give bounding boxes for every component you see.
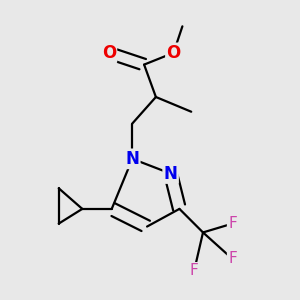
Text: O: O bbox=[102, 44, 116, 62]
Text: F: F bbox=[228, 251, 237, 266]
Text: N: N bbox=[125, 150, 139, 168]
Text: O: O bbox=[167, 44, 181, 62]
Text: F: F bbox=[190, 263, 199, 278]
Text: F: F bbox=[228, 216, 237, 231]
Text: N: N bbox=[164, 165, 178, 183]
